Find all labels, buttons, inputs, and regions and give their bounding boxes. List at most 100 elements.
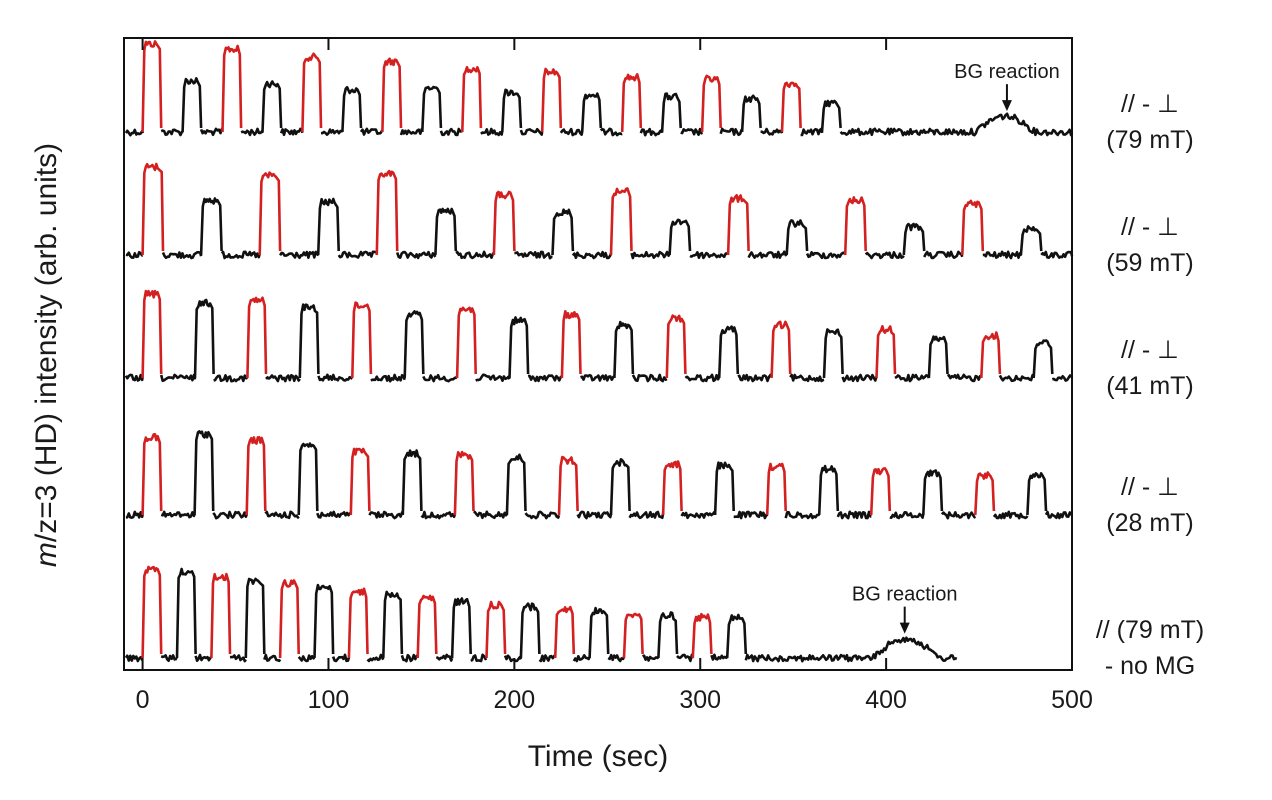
perpendicular-pulse xyxy=(1032,339,1054,379)
perpendicular-pulse xyxy=(580,92,603,133)
baseline-segment xyxy=(124,654,144,663)
parallel-pulse xyxy=(557,455,579,516)
baseline-segment xyxy=(366,653,385,663)
baseline-segment xyxy=(160,510,196,519)
x-axis-title: Time (sec) xyxy=(528,740,669,773)
parallel-pulse xyxy=(455,306,477,379)
perpendicular-pulse xyxy=(902,222,926,256)
baseline-segment xyxy=(760,127,784,136)
baseline-segment xyxy=(359,127,384,136)
parallel-pulse xyxy=(245,435,267,516)
bg-reaction-annotation: BG reaction xyxy=(954,61,1060,83)
baseline-segment xyxy=(576,510,613,520)
baseline-segment xyxy=(631,373,668,383)
baseline-segment xyxy=(124,128,144,137)
perpendicular-pulse xyxy=(927,335,949,379)
perpendicular-pulse xyxy=(501,88,523,133)
plot-frame xyxy=(123,37,1073,671)
baseline-segment xyxy=(161,251,203,260)
parallel-pulse xyxy=(141,289,163,379)
parallel-pulse xyxy=(258,171,282,256)
baseline-segment xyxy=(160,128,184,137)
baseline-segment xyxy=(212,510,248,520)
series-trace xyxy=(124,289,1074,383)
baseline-segment xyxy=(841,373,878,383)
parallel-pulse xyxy=(974,471,996,516)
parallel-pulse xyxy=(349,447,371,516)
baseline-segment xyxy=(455,250,495,260)
baseline-segment xyxy=(265,373,301,383)
parallel-pulse xyxy=(278,579,300,659)
perpendicular-pulse xyxy=(609,457,631,516)
baseline-segment xyxy=(263,653,282,663)
baseline-segment xyxy=(946,373,983,383)
baseline-segment xyxy=(784,510,821,520)
baseline-segment xyxy=(279,127,304,137)
baseline-segment xyxy=(998,373,1035,383)
baseline-segment xyxy=(733,510,769,520)
baseline-segment xyxy=(514,250,553,260)
parallel-pulse xyxy=(453,450,475,516)
parallel-pulse xyxy=(461,65,483,133)
baseline-segment xyxy=(800,127,824,137)
parallel-pulse xyxy=(301,52,323,133)
perpendicular-pulse xyxy=(551,208,575,256)
perpendicular-pulse xyxy=(588,606,610,659)
parallel-pulse xyxy=(560,309,582,379)
baseline-segment xyxy=(399,127,424,136)
parallel-pulse xyxy=(347,587,369,659)
series-label-line2: (59 mT) xyxy=(1106,249,1194,277)
parallel-pulse xyxy=(375,169,399,256)
perpendicular-pulse xyxy=(175,567,197,659)
y-axis-title-rest: /z=3 (HD) intensity (arb. units) xyxy=(30,143,63,542)
perpendicular-pulse xyxy=(316,197,340,256)
y-axis-title: m/z=3 (HD) intensity (arb. units) xyxy=(30,143,63,567)
perpendicular-pulse xyxy=(713,461,735,516)
annotations: BG reaction BG reaction xyxy=(852,61,1060,634)
perpendicular-pulse xyxy=(613,320,635,379)
perpendicular-pulse xyxy=(434,207,458,256)
parallel-pulse xyxy=(620,73,643,133)
baseline-segment xyxy=(519,127,544,136)
baseline-segment xyxy=(580,373,616,382)
parallel-pulse xyxy=(381,57,403,133)
baseline-segment xyxy=(124,373,144,382)
baseline-segment xyxy=(194,653,213,663)
parallel-pulse xyxy=(961,199,985,256)
series-trace xyxy=(124,565,958,663)
y-axis-title-italic: m xyxy=(30,542,63,567)
parallel-pulse xyxy=(843,196,867,256)
series-label-line2: - no MG xyxy=(1105,652,1195,680)
baseline-segment xyxy=(538,654,557,663)
perpendicular-pulse xyxy=(193,430,215,516)
baseline-segment xyxy=(719,127,743,137)
baseline-segment xyxy=(213,373,249,383)
baseline-segment xyxy=(1040,250,1074,260)
parallel-pulse xyxy=(141,432,163,516)
parallel-pulse xyxy=(141,162,165,256)
baseline-segment xyxy=(747,250,788,260)
perpendicular-pulse xyxy=(505,453,527,516)
parallel-pulse xyxy=(141,40,163,133)
baseline-segment xyxy=(940,510,977,520)
perpendicular-pulse xyxy=(193,298,215,379)
baseline-segment xyxy=(337,250,378,259)
x-axis: 0 100 200 300 400 500 xyxy=(136,38,1093,714)
perpendicular-pulse xyxy=(817,464,840,516)
perpendicular-pulse xyxy=(244,577,266,659)
baseline-segment xyxy=(159,373,197,383)
series-labels: // - ⊥ (79 mT) // - ⊥ (59 mT) // - ⊥ (41 mT) /… xyxy=(1096,90,1204,680)
baseline-segment xyxy=(435,653,454,662)
baseline-segment xyxy=(297,654,316,663)
series-trace xyxy=(125,430,1074,520)
baseline-segment xyxy=(676,653,695,663)
baseline-segment xyxy=(160,654,178,663)
parallel-pulse xyxy=(875,324,897,379)
baseline-segment xyxy=(571,250,613,260)
baseline-segment xyxy=(992,510,1029,520)
baseline-segment xyxy=(316,510,352,519)
perpendicular-pulse xyxy=(519,602,541,659)
baseline-segment xyxy=(744,636,958,663)
parallel-pulse xyxy=(221,44,243,133)
